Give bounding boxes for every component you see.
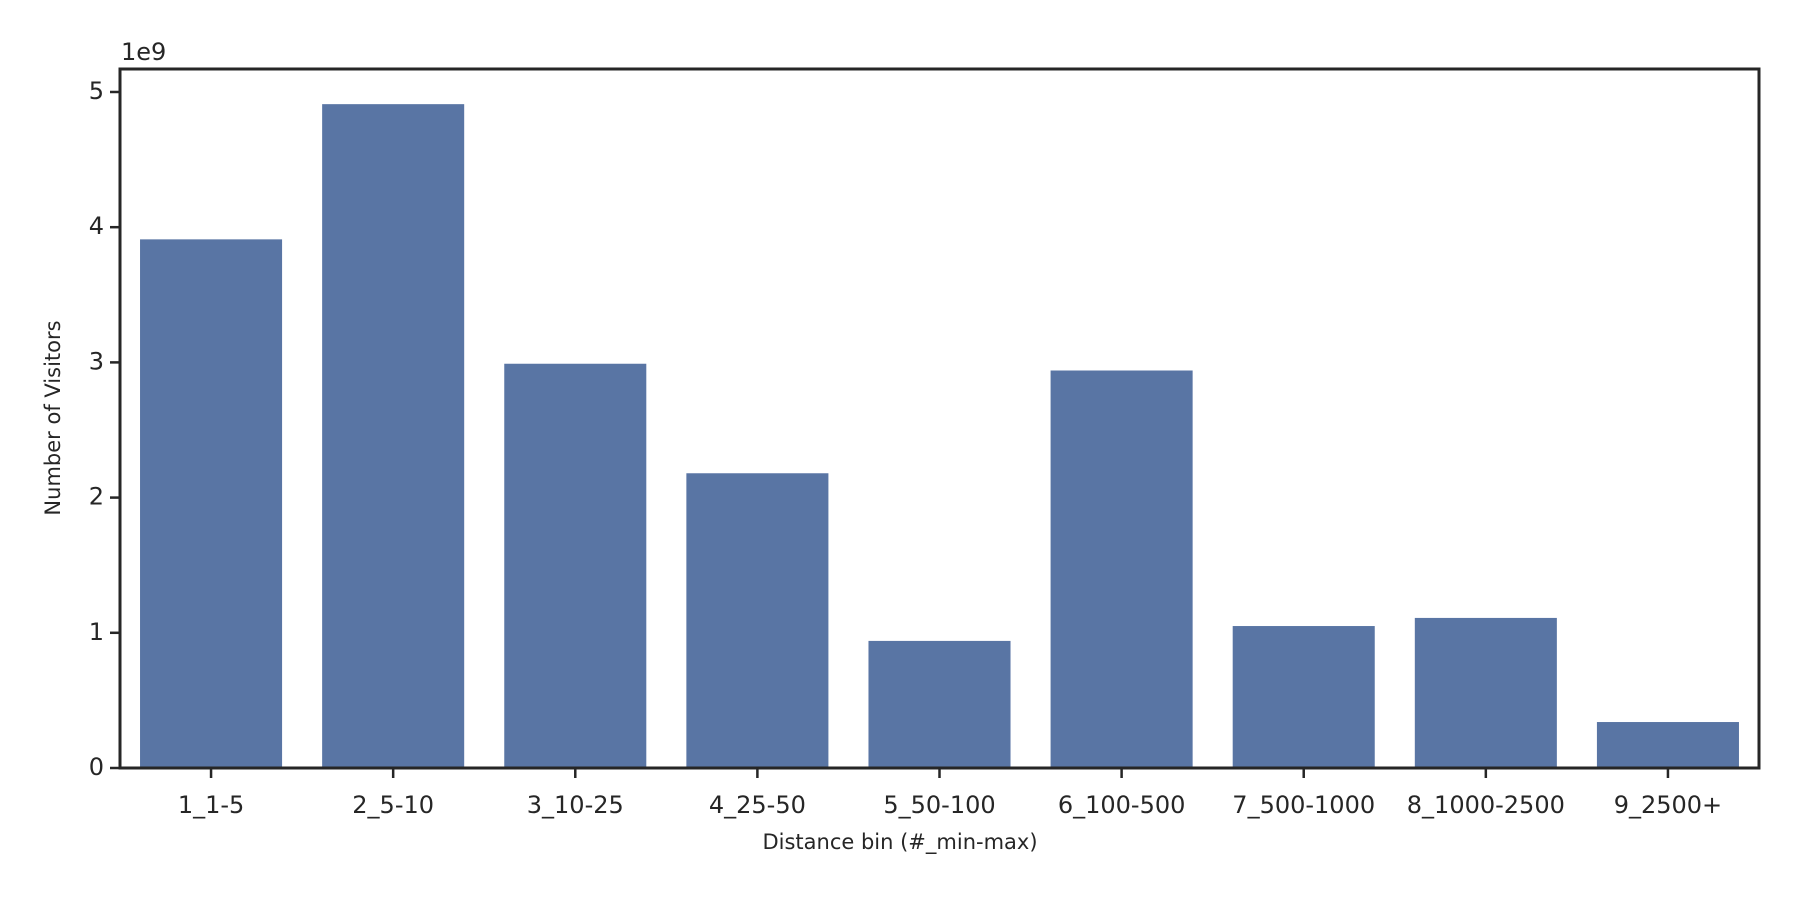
x-axis-label: Distance bin (#_min-max)	[762, 830, 1037, 855]
plot-frame	[118, 67, 1761, 770]
bar	[868, 640, 1011, 768]
x-tick-label: 2_5-10	[352, 791, 434, 819]
y-offset-label: 1e9	[121, 38, 166, 66]
bar	[504, 363, 647, 768]
bar	[140, 239, 283, 768]
y-tick-label: 1	[89, 618, 104, 646]
bar	[1232, 626, 1375, 768]
y-tick-label: 5	[89, 77, 104, 105]
x-tick-label: 9_2500+	[1614, 791, 1722, 819]
bar	[1596, 722, 1739, 768]
x-tick-label: 5_50-100	[883, 791, 995, 819]
y-tick-label: 4	[89, 212, 104, 240]
x-tick-label: 4_25-50	[709, 791, 806, 819]
y-tick-label: 0	[89, 753, 104, 781]
x-tick-label: 8_1000-2500	[1407, 791, 1565, 819]
y-tick-label: 3	[89, 347, 104, 375]
bar	[686, 473, 829, 768]
bar	[322, 104, 465, 768]
bar	[1050, 370, 1193, 768]
y-axis-label: Number of Visitors	[41, 320, 65, 515]
x-tick-label: 3_10-25	[527, 791, 624, 819]
x-tick-label: 1_1-5	[178, 791, 244, 819]
y-tick-label: 2	[89, 483, 104, 511]
x-tick-label: 7_500-1000	[1232, 791, 1375, 819]
bar	[1414, 617, 1557, 768]
x-tick-label: 6_100-500	[1058, 791, 1186, 819]
